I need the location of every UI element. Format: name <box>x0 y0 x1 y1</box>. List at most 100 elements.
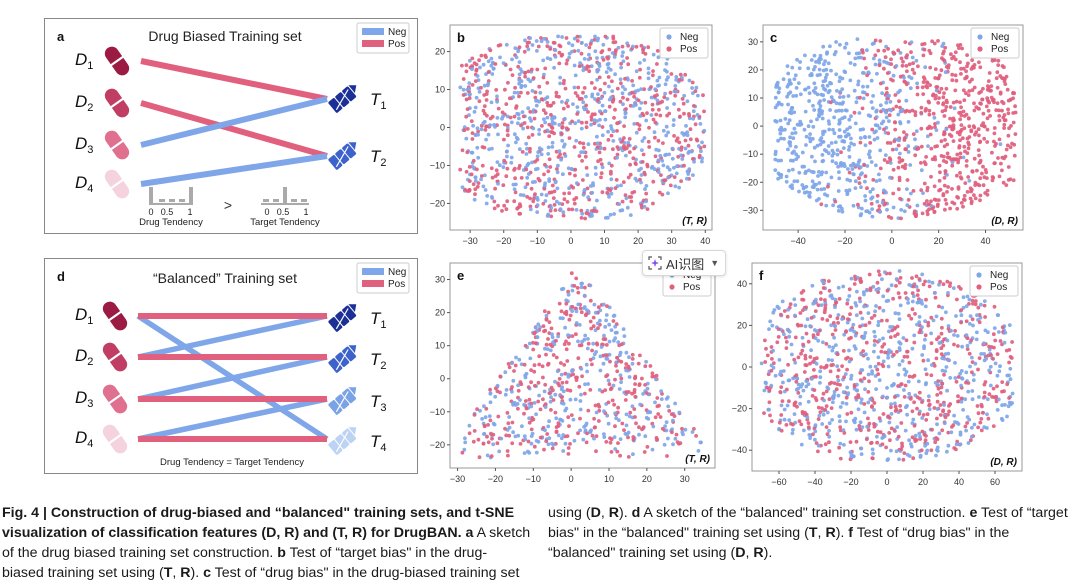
point-pos <box>934 198 938 202</box>
point-neg <box>671 442 675 447</box>
point-pos <box>612 402 616 407</box>
point-pos <box>858 278 863 283</box>
point-pos <box>630 357 635 361</box>
point-pos <box>956 394 960 399</box>
point-neg <box>853 416 858 421</box>
point-pos <box>837 445 841 450</box>
point-neg <box>836 209 841 213</box>
point-pos <box>982 136 987 141</box>
point-pos <box>833 199 838 204</box>
point-pos <box>803 410 807 415</box>
point-neg <box>581 100 586 105</box>
point-pos <box>519 123 523 128</box>
point-pos <box>936 335 941 340</box>
point-neg <box>834 72 839 77</box>
point-neg <box>510 389 514 394</box>
point-pos <box>521 114 526 119</box>
panel-letter-a: a <box>57 29 65 44</box>
point-pos <box>572 284 577 288</box>
point-neg <box>570 309 575 313</box>
point-pos <box>921 80 926 84</box>
point-neg <box>575 105 580 109</box>
point-neg <box>837 118 842 123</box>
point-neg <box>467 423 472 428</box>
point-pos <box>544 316 549 321</box>
drug-label-1: D1 <box>75 305 93 327</box>
point-pos <box>958 138 962 143</box>
legend-label-pos: Pos <box>388 279 405 290</box>
protein-segment <box>328 317 343 332</box>
point-pos <box>577 384 582 389</box>
point-pos <box>799 351 803 356</box>
point-pos <box>467 188 472 193</box>
point-neg <box>651 52 656 57</box>
point-neg <box>473 105 478 110</box>
point-neg <box>915 322 919 327</box>
point-neg <box>618 373 623 378</box>
point-neg <box>891 205 896 210</box>
point-pos <box>588 319 593 324</box>
point-pos <box>1010 340 1014 344</box>
point-neg <box>574 138 579 143</box>
point-pos <box>702 109 706 114</box>
point-neg <box>832 335 836 340</box>
point-pos <box>959 72 963 76</box>
point-pos <box>942 154 946 159</box>
point-pos <box>936 198 941 203</box>
point-neg <box>840 102 845 106</box>
point-pos <box>953 88 958 93</box>
point-pos <box>1011 178 1016 183</box>
point-pos <box>973 299 978 303</box>
point-pos <box>893 326 897 330</box>
point-pos <box>927 402 932 407</box>
point-neg <box>763 380 768 385</box>
point-neg <box>672 165 676 170</box>
point-pos <box>546 362 550 367</box>
point-pos <box>532 444 537 449</box>
point-pos <box>462 128 467 133</box>
point-pos <box>541 324 546 328</box>
point-pos <box>941 95 946 100</box>
point-neg <box>895 425 900 429</box>
point-pos <box>472 413 477 417</box>
point-pos <box>617 343 622 348</box>
point-pos <box>893 429 897 433</box>
target-protein-icon-4 <box>328 427 357 455</box>
point-neg <box>822 398 826 403</box>
point-pos <box>557 377 562 381</box>
point-neg <box>535 335 540 340</box>
point-pos <box>645 164 650 169</box>
point-pos <box>508 115 513 120</box>
ai-image-recognition-button[interactable]: AI识图 ▼ <box>642 250 726 276</box>
point-neg <box>905 187 909 192</box>
chevron-down-icon[interactable]: ▼ <box>710 258 720 268</box>
point-neg <box>642 136 647 140</box>
protein-tip <box>348 427 357 435</box>
point-pos <box>800 348 805 353</box>
point-neg <box>546 152 551 156</box>
point-neg <box>847 148 851 152</box>
point-neg <box>579 285 584 290</box>
point-pos <box>549 112 553 117</box>
point-neg <box>607 322 612 327</box>
point-pos <box>873 38 878 43</box>
legend-label-neg: Neg <box>388 267 406 278</box>
point-neg <box>555 186 560 191</box>
point-neg <box>968 364 972 369</box>
point-neg <box>539 147 544 152</box>
panel-e-scatter: −30−20−100102030−20−100102030eNegPos(T, … <box>430 262 716 484</box>
point-neg <box>621 59 626 64</box>
point-pos <box>872 424 877 429</box>
point-neg <box>497 449 502 454</box>
point-pos <box>527 397 532 402</box>
point-neg <box>556 34 560 39</box>
drug-pill-icon-3 <box>104 130 130 160</box>
point-pos <box>800 297 804 302</box>
point-neg <box>467 87 472 91</box>
point-pos <box>548 208 553 213</box>
legend-label-pos: Pos <box>683 282 700 293</box>
legend-frame <box>969 265 1019 297</box>
point-neg <box>644 118 649 123</box>
point-neg <box>822 62 826 67</box>
point-neg <box>843 372 848 376</box>
